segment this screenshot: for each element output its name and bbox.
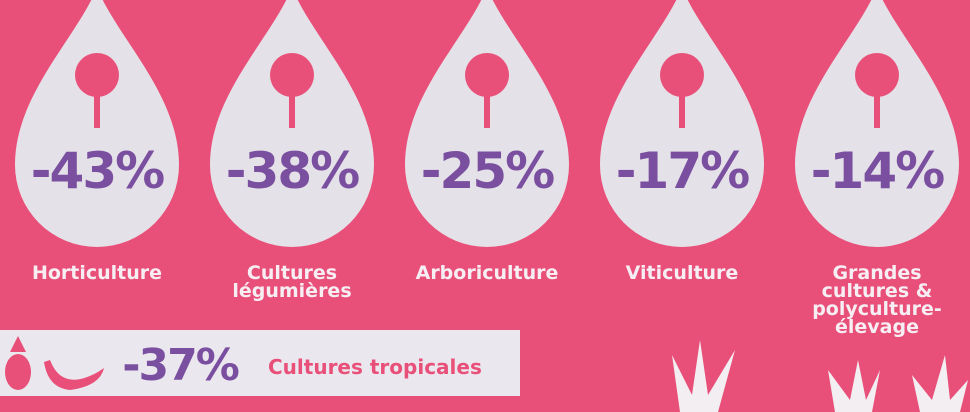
percent-value: -14% <box>811 142 944 200</box>
category-label: Viticulture <box>626 262 739 284</box>
category-label: élevage <box>835 316 919 338</box>
percent-value: -25% <box>421 142 554 200</box>
infographic: -43%Horticulture-38%Cultureslégumières-2… <box>0 0 970 412</box>
drop-item: -25% Arboriculture <box>405 0 569 284</box>
icon-stem <box>484 90 490 128</box>
category-label: Horticulture <box>32 262 162 284</box>
drop-item: -43% Horticulture <box>15 0 179 284</box>
icon-stem <box>679 90 685 128</box>
grass-decoration <box>672 340 968 412</box>
category-label: Arboriculture <box>416 262 559 284</box>
tropical-label: Cultures tropicales <box>268 355 482 379</box>
tropical-value: -37% <box>122 340 238 391</box>
icon-stem <box>289 90 295 128</box>
drop-item: -17% Viticulture <box>600 0 764 284</box>
icon-stem <box>874 90 880 128</box>
percent-value: -38% <box>226 142 359 200</box>
tropical-box: -37% Cultures tropicales <box>0 330 520 396</box>
icon-stem <box>94 90 100 128</box>
percent-value: -43% <box>31 142 164 200</box>
category-label: légumières <box>232 280 351 302</box>
percent-value: -17% <box>616 142 749 200</box>
page: -43%Horticulture-38%Cultureslégumières-2… <box>0 0 970 412</box>
